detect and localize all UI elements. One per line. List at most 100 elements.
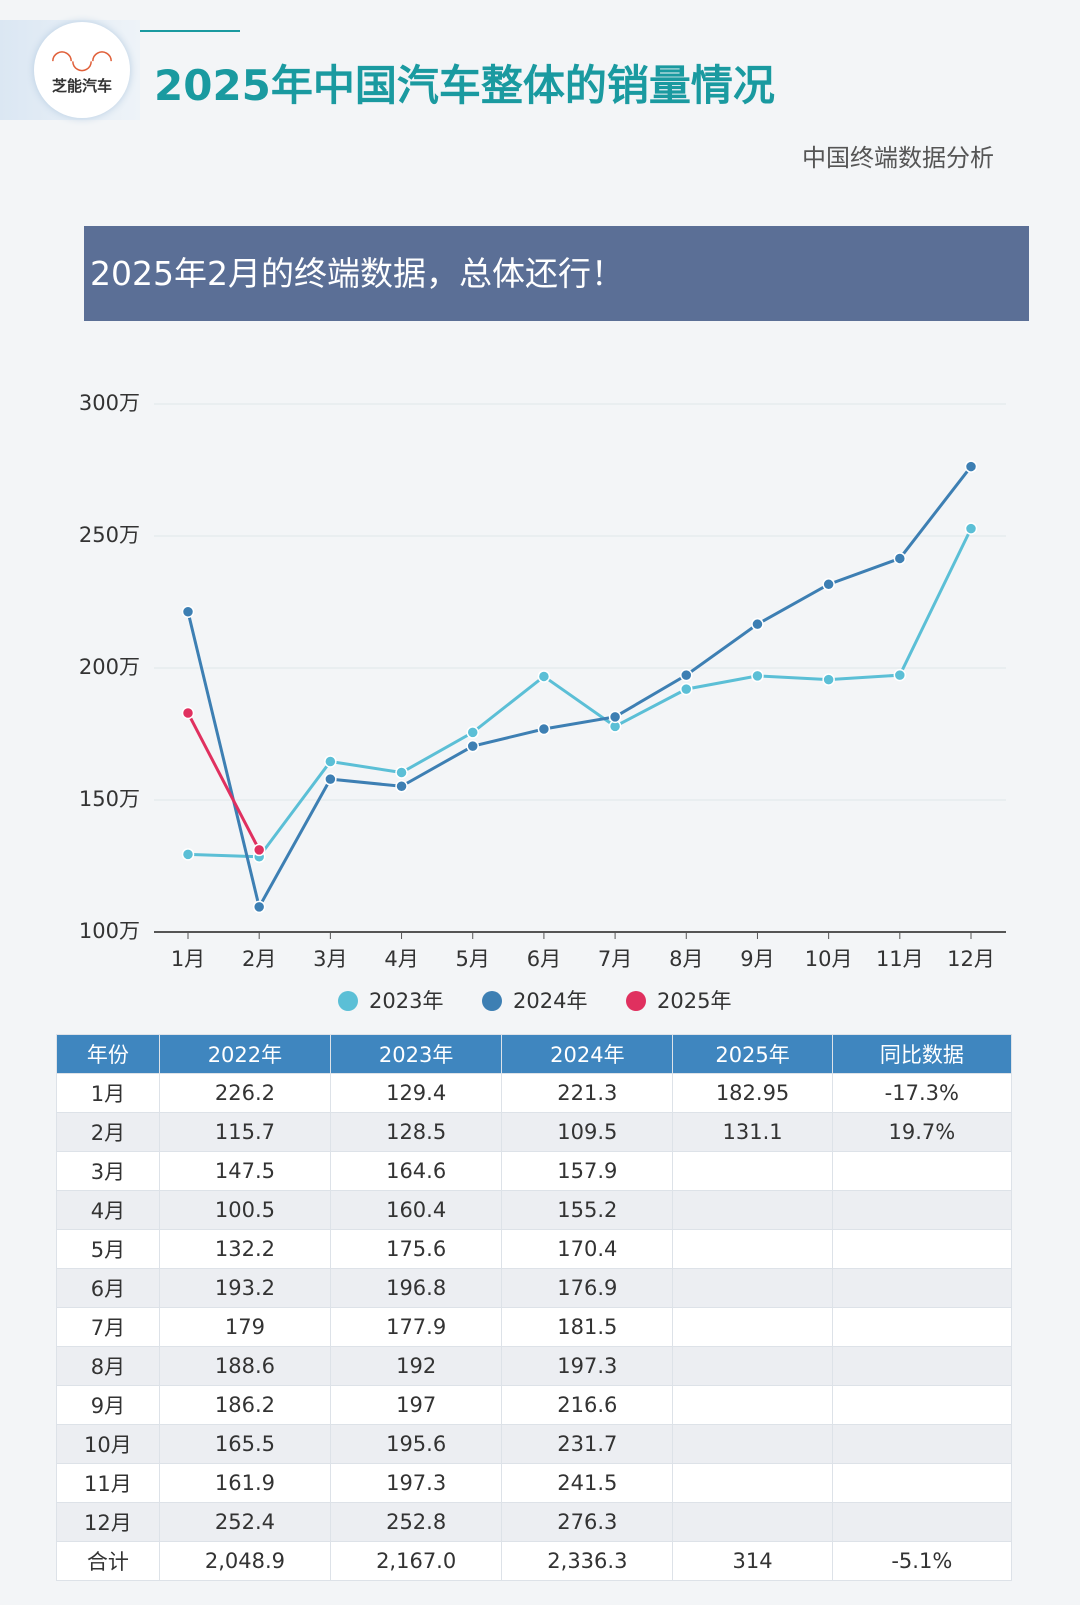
table-cell: 192 [330,1346,503,1386]
table-cell [672,1307,833,1347]
table-cell [672,1151,833,1191]
table-cell: 195.6 [330,1424,503,1464]
y-tick-label: 250万 [79,523,140,547]
table-cell: 4月 [56,1190,160,1230]
table-cell: 9月 [56,1385,160,1425]
point [893,552,907,565]
title: 2025年中国汽车整体的销量情况 [154,61,775,110]
x-tick-label: 4月 [384,947,418,971]
table-cell [831,1229,1013,1269]
table-cell: 132.2 [158,1229,332,1269]
table-cell: -17.3% [831,1073,1013,1113]
table-cell [672,1229,833,1269]
table-cell: 216.6 [501,1385,674,1425]
table-cell: 157.9 [501,1151,674,1191]
legend-label: 2023年 [369,989,443,1013]
x-tick-label: 2月 [242,947,276,971]
point [466,726,479,739]
table-row: 7月 179 177.9 181.5 [56,1307,1013,1347]
table-cell [831,1268,1013,1308]
table-cell [672,1346,833,1386]
header-cell: 2025年 [672,1034,833,1074]
table-cell: 11月 [56,1463,160,1503]
table-cell: 276.3 [501,1502,674,1542]
table-cell: 10月 [56,1424,160,1464]
table-cell: 252.8 [330,1502,503,1542]
table-cell: 6月 [56,1268,160,1308]
point [324,755,337,768]
x-tick-label: 1月 [171,947,205,971]
table-cell: 160.4 [330,1190,503,1230]
table-cell: 2,336.3 [501,1541,674,1581]
point [822,578,835,591]
point [893,668,907,682]
x-tick-label: 9月 [740,947,774,971]
table-cell: 231.7 [501,1424,674,1464]
point [751,669,764,683]
table-cell: 165.5 [158,1424,332,1464]
table-cell: 176.9 [501,1268,674,1308]
table-cell: 8月 [56,1346,160,1386]
table-cell: 186.2 [158,1385,332,1425]
table-cell: 155.2 [501,1190,674,1230]
x-tick-label: 3月 [313,947,347,971]
point [680,668,693,682]
table-cell: 197.3 [501,1346,674,1386]
rule [140,30,240,32]
table-cell: 161.9 [158,1463,332,1503]
point [537,722,551,736]
table-cell: 115.7 [158,1112,332,1152]
table-cell: 197.3 [330,1463,503,1503]
table-cell: 109.5 [501,1112,674,1152]
table-cell: 177.9 [330,1307,503,1347]
chart: 100万 150万 200万 250万 300万 1月 2月 3月 4月 5月 6月 7月 8月 9月 10… [79,391,1006,1013]
point [964,460,978,473]
x-tick-label: 8月 [669,947,703,971]
point [252,843,266,857]
table-cell: 164.6 [330,1151,503,1191]
table-cell: 182.95 [672,1073,833,1113]
table-cell: 188.6 [158,1346,332,1386]
table-cell: 3月 [56,1151,160,1191]
table-cell [672,1502,833,1542]
table-row: 6月 193.2 196.8 176.9 [56,1268,1013,1308]
point [324,772,337,786]
table-cell: 241.5 [501,1463,674,1503]
table-row: 3月 147.5 164.6 157.9 [56,1151,1013,1191]
legend-swatch [338,991,358,1011]
table-cell [831,1385,1013,1425]
legend-label: 2025年 [657,989,731,1013]
table-row: 2月 115.7 128.5 109.5 131.1 19.7% [56,1112,1013,1152]
y-tick-label: 100万 [79,919,140,943]
table-cell [672,1268,833,1308]
table-cell [831,1346,1013,1386]
x-tick-label: 7月 [598,947,632,971]
table-cell: 2,048.9 [158,1541,332,1581]
point [537,670,551,683]
header-cell: 2024年 [501,1034,674,1074]
table-cell: 181.5 [501,1307,674,1347]
table-cell: 合计 [56,1541,160,1581]
table-cell: 193.2 [158,1268,332,1308]
table-row: 12月 252.4 252.8 276.3 [56,1502,1013,1542]
table-cell: 170.4 [501,1229,674,1269]
point [395,780,408,793]
table-cell: 19.7% [831,1112,1013,1152]
legend-label: 2024年 [513,989,587,1013]
series-line [186,712,261,851]
table-cell [672,1424,833,1464]
point [466,739,479,753]
table-cell [831,1502,1013,1542]
table-row: 合计 2,048.9 2,167.0 2,336.3 314 -5.1% [56,1541,1013,1581]
point [395,766,408,779]
banner: 2025年2月的终端数据，总体还行！ [84,226,1029,321]
logo: ◠◡◠ 芝能汽车 [0,20,140,120]
table-cell: -5.1% [831,1541,1013,1581]
header-cell: 年份 [56,1034,160,1074]
point [822,673,835,686]
table-cell [831,1307,1013,1347]
point [680,682,693,696]
table-cell: 179 [158,1307,332,1347]
table-row: 11月 161.9 197.3 241.5 [56,1463,1013,1503]
point [181,605,195,619]
